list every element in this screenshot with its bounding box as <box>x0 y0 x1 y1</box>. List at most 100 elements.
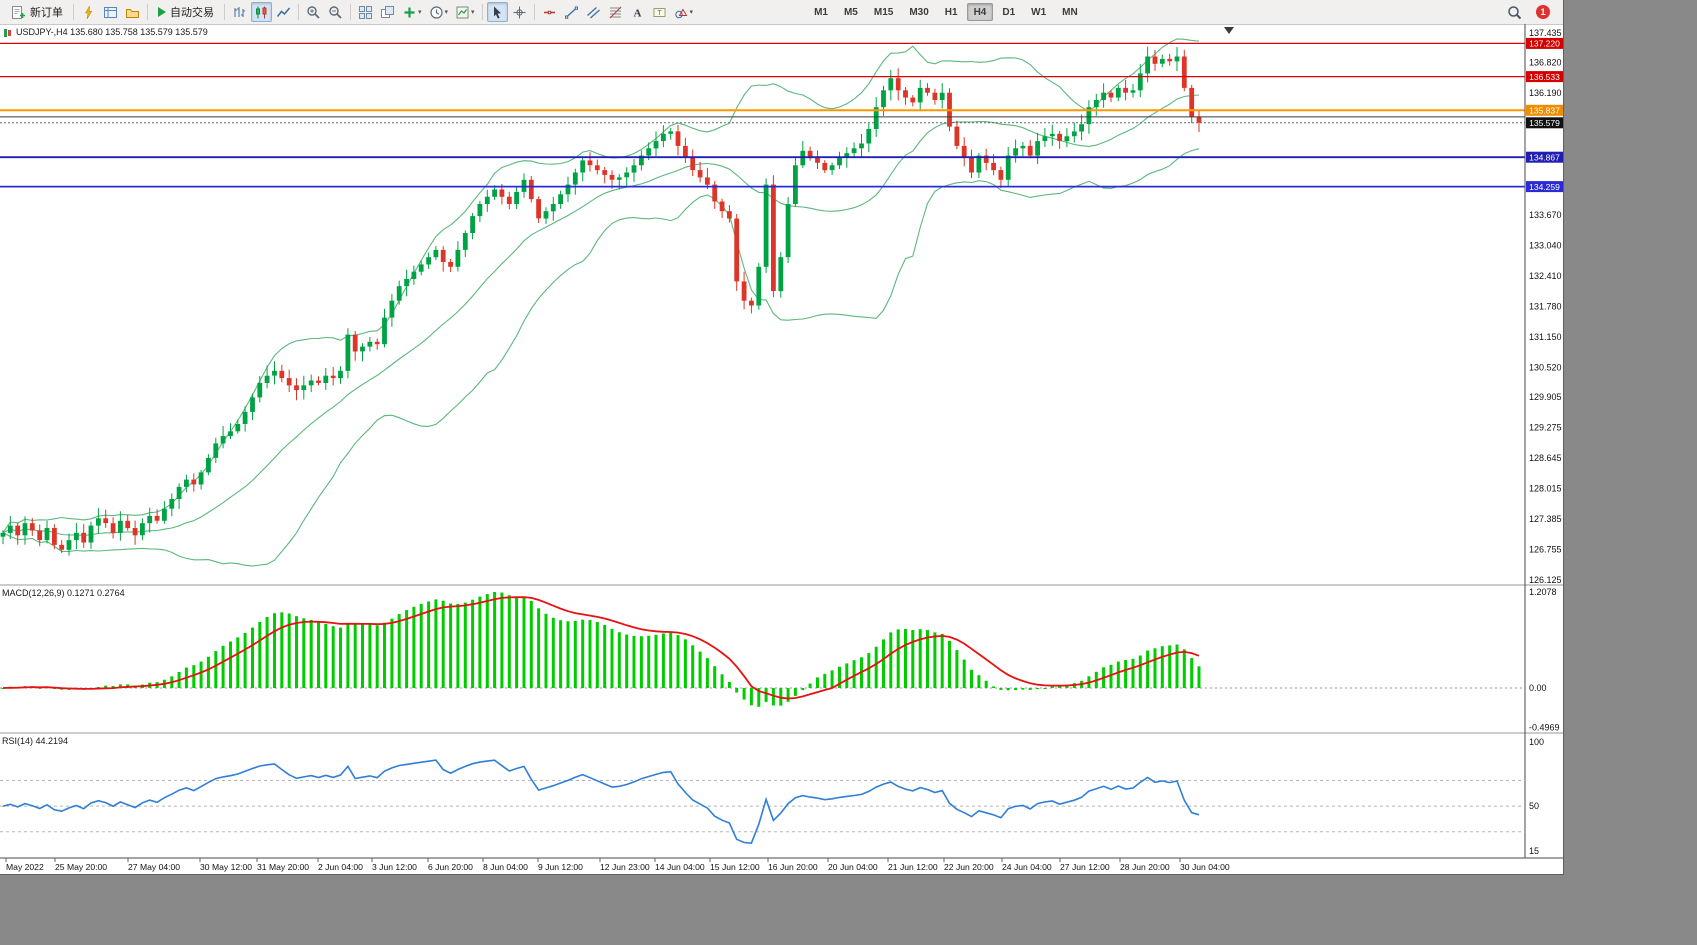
auto-trading-label: 自动交易 <box>170 7 214 19</box>
channel-button[interactable] <box>583 2 604 22</box>
dropdown-arrow-icon: ▾ <box>689 9 694 16</box>
timeframe-button-m30[interactable]: M30 <box>902 3 935 21</box>
svg-text:134.867: 134.867 <box>1529 152 1560 162</box>
svg-text:27 May 04:00: 27 May 04:00 <box>128 862 180 872</box>
svg-text:21 Jun 12:00: 21 Jun 12:00 <box>888 862 938 872</box>
auto-trading-button[interactable]: 自动交易 <box>152 2 220 22</box>
candlestick-chart-button[interactable] <box>251 2 272 22</box>
cascade-windows-icon <box>381 5 394 18</box>
svg-text:128.015: 128.015 <box>1529 484 1562 494</box>
cursor-button[interactable] <box>486 2 508 22</box>
line-chart-icon <box>276 7 291 17</box>
svg-text:27 Jun 12:00: 27 Jun 12:00 <box>1060 862 1110 872</box>
toolbar-separator <box>224 4 225 20</box>
fibonacci-button[interactable] <box>605 2 626 22</box>
horizontal-levels <box>0 42 1525 188</box>
template-icon <box>456 6 469 18</box>
svg-text:136.533: 136.533 <box>1529 72 1560 82</box>
svg-text:6 Jun 20:00: 6 Jun 20:00 <box>428 862 473 872</box>
svg-text:12 Jun 23:00: 12 Jun 23:00 <box>600 862 650 872</box>
notification-badge[interactable]: 1 <box>1536 5 1550 19</box>
svg-text:137.435: 137.435 <box>1529 28 1562 38</box>
periods-button[interactable]: ▾ <box>426 2 452 22</box>
svg-text:50: 50 <box>1529 801 1539 811</box>
timeframe-button-d1[interactable]: D1 <box>995 3 1022 21</box>
text-label-icon: T <box>653 7 666 17</box>
svg-text:129.275: 129.275 <box>1529 423 1562 433</box>
dropdown-arrow-icon: ▾ <box>444 9 449 16</box>
svg-text:133.040: 133.040 <box>1529 241 1562 251</box>
timeframe-button-h4[interactable]: H4 <box>966 3 994 21</box>
data-window-button[interactable] <box>100 2 121 22</box>
label-tool-button[interactable]: T <box>649 2 670 22</box>
folder-icon <box>126 8 139 18</box>
svg-text:24 Jun 04:00: 24 Jun 04:00 <box>1002 862 1052 872</box>
timeframe-button-m1[interactable]: M1 <box>807 3 835 21</box>
price-axis: 137.435 136.820 136.190 133.670 133.040 132.4… <box>1526 28 1563 585</box>
svg-text:136.820: 136.820 <box>1529 58 1562 68</box>
bar-chart-button[interactable] <box>229 2 250 22</box>
navigator-button[interactable] <box>122 2 143 22</box>
price-badge-135.837 <box>1526 104 1563 116</box>
svg-text:8 Jun 04:00: 8 Jun 04:00 <box>483 862 528 872</box>
new-order-button[interactable]: 新订单 <box>5 2 69 22</box>
svg-text:130.520: 130.520 <box>1529 362 1562 372</box>
price-badge-137.220 <box>1526 37 1563 49</box>
svg-text:128.645: 128.645 <box>1529 453 1562 463</box>
cursor-icon <box>493 6 501 19</box>
toolbar-separator <box>350 4 351 20</box>
timeframe-button-w1[interactable]: W1 <box>1024 3 1053 21</box>
rsi-panel: 100 50 15 <box>0 737 1544 856</box>
crosshair-icon <box>513 6 526 18</box>
channel-icon <box>586 6 600 18</box>
horizontal-line-button[interactable] <box>539 2 560 22</box>
cascade-windows-button[interactable] <box>377 2 398 22</box>
svg-text:16 Jun 20:00: 16 Jun 20:00 <box>768 862 818 872</box>
timeframe-button-h1[interactable]: H1 <box>938 3 965 21</box>
toolbar-separator <box>73 4 74 20</box>
market-watch-button[interactable] <box>78 2 99 22</box>
svg-text:100: 100 <box>1529 737 1544 747</box>
crosshair-button[interactable] <box>509 2 530 22</box>
svg-text:129.905: 129.905 <box>1529 392 1562 402</box>
zoom-in-button[interactable] <box>303 2 324 22</box>
timeframe-button-mn[interactable]: MN <box>1055 3 1085 21</box>
line-chart-button[interactable] <box>273 2 294 22</box>
svg-text:131.780: 131.780 <box>1529 302 1562 312</box>
chart-canvas[interactable]: 137.435 136.820 136.190 133.670 133.040 132.4… <box>0 24 1563 874</box>
svg-text:9 Jun 12:00: 9 Jun 12:00 <box>538 862 583 872</box>
svg-text:126.755: 126.755 <box>1529 545 1562 555</box>
svg-text:T: T <box>657 10 662 17</box>
templates-button[interactable]: ▾ <box>452 2 478 22</box>
svg-text:A: A <box>633 7 641 19</box>
timeframe-button-m15[interactable]: M15 <box>867 3 900 21</box>
timeframe-button-m5[interactable]: M5 <box>837 3 865 21</box>
trendline-button[interactable] <box>561 2 582 22</box>
svg-text:131.150: 131.150 <box>1529 332 1562 342</box>
text-a-icon: A <box>633 7 641 19</box>
svg-text:127.385: 127.385 <box>1529 514 1562 524</box>
tile-windows-button[interactable] <box>355 2 376 22</box>
zoom-out-button[interactable] <box>325 2 346 22</box>
svg-text:132.410: 132.410 <box>1529 271 1562 281</box>
chart-shift-marker[interactable] <box>1224 27 1234 34</box>
toolbar-separator <box>533 4 535 20</box>
text-tool-button[interactable]: A <box>627 2 648 22</box>
bollinger-bands <box>2 38 1200 567</box>
zoom-in-icon <box>307 5 320 19</box>
search-icon <box>1508 5 1522 19</box>
lightning-icon <box>85 5 93 19</box>
search-button[interactable] <box>1504 2 1525 22</box>
main-toolbar: 新订单 自动交易 ▾ ▾ ▾ <box>0 0 1563 25</box>
horizontal-line-icon <box>543 10 555 14</box>
svg-text:28 Jun 20:00: 28 Jun 20:00 <box>1120 862 1170 872</box>
new-order-label: 新订单 <box>30 7 63 19</box>
svg-text:14 Jun 04:00: 14 Jun 04:00 <box>655 862 705 872</box>
svg-text:136.190: 136.190 <box>1529 88 1562 98</box>
shapes-button[interactable]: ▾ <box>671 2 697 22</box>
chart-svg[interactable]: 137.435 136.820 136.190 133.670 133.040 132.4… <box>0 24 1563 874</box>
toolbar-separator <box>147 4 148 20</box>
indicators-button[interactable]: ▾ <box>399 2 425 22</box>
price-badge-135.579 <box>1526 117 1563 129</box>
